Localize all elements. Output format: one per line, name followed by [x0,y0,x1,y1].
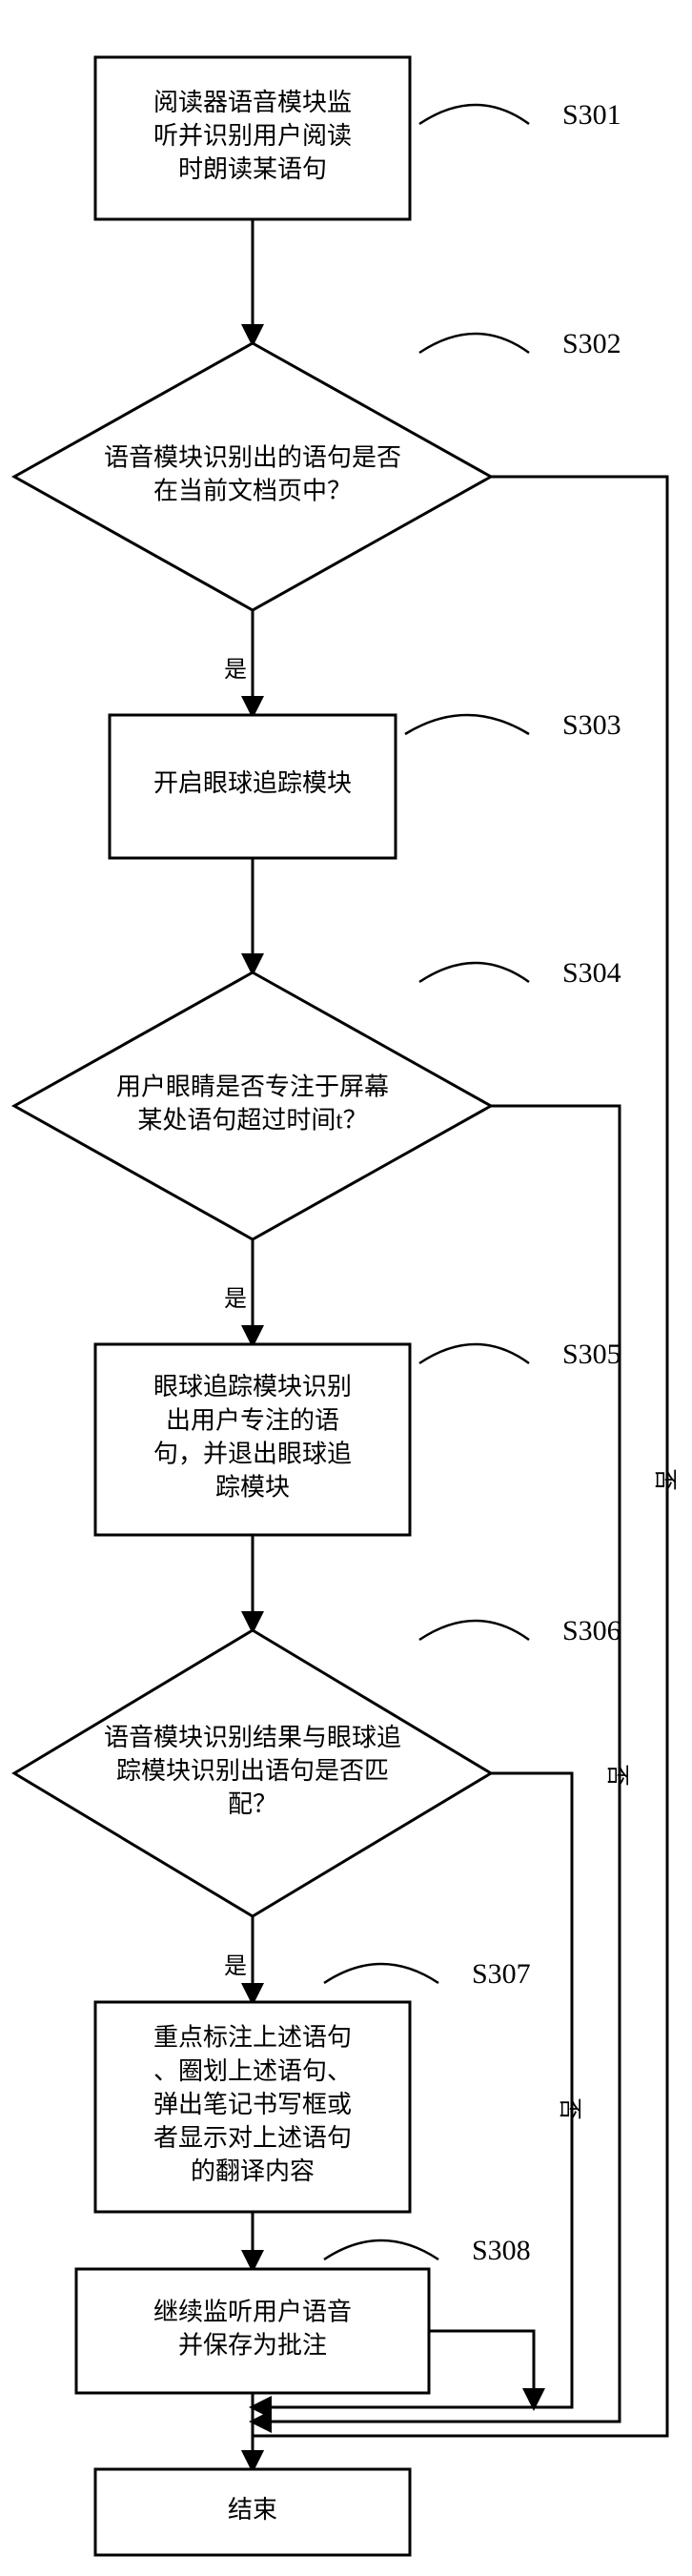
svg-text:踪模块: 踪模块 [215,1474,290,1502]
svg-text:句，并退出眼球追: 句，并退出眼球追 [153,1440,352,1467]
step-label-S308: S308 [472,2235,531,2266]
svg-text:继续监听用户语音: 继续监听用户语音 [153,2298,352,2325]
step-label-S303: S303 [562,709,621,741]
node-n4: 用户眼睛是否专注于屏幕某处语句超过时间t？ [14,972,491,1239]
step-label-S302: S302 [562,328,621,359]
svg-text:的翻译内容: 的翻译内容 [191,2157,315,2185]
node-n7: 重点标注上述语句、圈划上述语句、弹出笔记书写框或者显示对上述语句的翻译内容 [95,2002,410,2212]
edge-label-yes: 是 [224,1287,247,1312]
svg-text:并保存为批注: 并保存为批注 [178,2331,327,2359]
svg-text:语音模块识别结果与眼球追: 语音模块识别结果与眼球追 [104,1724,401,1751]
svg-text:出用户专注的语: 出用户专注的语 [166,1406,339,1434]
node-n2: 语音模块识别出的语句是否在当前文档页中？ [14,343,491,610]
svg-text:时朗读某语句: 时朗读某语句 [178,155,327,183]
svg-text:听并识别用户阅读: 听并识别用户阅读 [153,122,352,150]
svg-text:重点标注上述语句: 重点标注上述语句 [153,2024,352,2052]
svg-text:语音模块识别出的语句是否: 语音模块识别出的语句是否 [104,443,401,471]
svg-text:结束: 结束 [228,2496,277,2524]
flowchart-canvas: 是是是否否否 阅读器语音模块监听并识别用户阅读时朗读某语句语音模块识别出的语句是… [0,0,692,2576]
node-n8: 继续监听用户语音并保存为批注 [76,2269,429,2393]
step-label-S305: S305 [562,1339,621,1370]
svg-text:、圈划上述语句、: 、圈划上述语句、 [153,2057,352,2085]
svg-text:某处语句超过时间t？: 某处语句超过时间t？ [137,1106,367,1134]
node-n3: 开启眼球追踪模块 [110,715,396,858]
svg-text:在当前文档页中？: 在当前文档页中？ [153,477,352,504]
svg-text:用户眼睛是否专注于屏幕: 用户眼睛是否专注于屏幕 [116,1073,389,1100]
node-n1: 阅读器语音模块监听并识别用户阅读时朗读某语句 [95,57,410,219]
step-label-S307: S307 [472,1958,531,1990]
step-label-S301: S301 [562,99,621,131]
step-label-S306: S306 [562,1615,621,1646]
edge-label-yes: 是 [224,658,247,683]
edge-label-no: 否 [557,2097,581,2120]
step-label-S304: S304 [562,957,621,989]
edge-label-no: 否 [652,1468,677,1491]
svg-text:者显示对上述语句: 者显示对上述语句 [153,2124,352,2152]
svg-text:眼球追踪模块识别: 眼球追踪模块识别 [153,1373,352,1400]
edge-label-no: 否 [604,1764,629,1787]
svg-text:配？: 配？ [228,1790,277,1818]
node-n5: 眼球追踪模块识别出用户专注的语句，并退出眼球追踪模块 [95,1344,410,1535]
edge-label-yes: 是 [224,1954,247,1979]
svg-text:弹出笔记书写框或: 弹出笔记书写框或 [153,2091,352,2118]
flow-edge-no [429,2331,534,2407]
node-n9: 结束 [95,2469,410,2555]
svg-text:阅读器语音模块监: 阅读器语音模块监 [153,89,352,116]
node-n6: 语音模块识别结果与眼球追踪模块识别出语句是否匹配？ [14,1630,491,1916]
svg-text:开启眼球追踪模块: 开启眼球追踪模块 [153,769,352,797]
svg-text:踪模块识别出语句是否匹: 踪模块识别出语句是否匹 [116,1757,389,1785]
